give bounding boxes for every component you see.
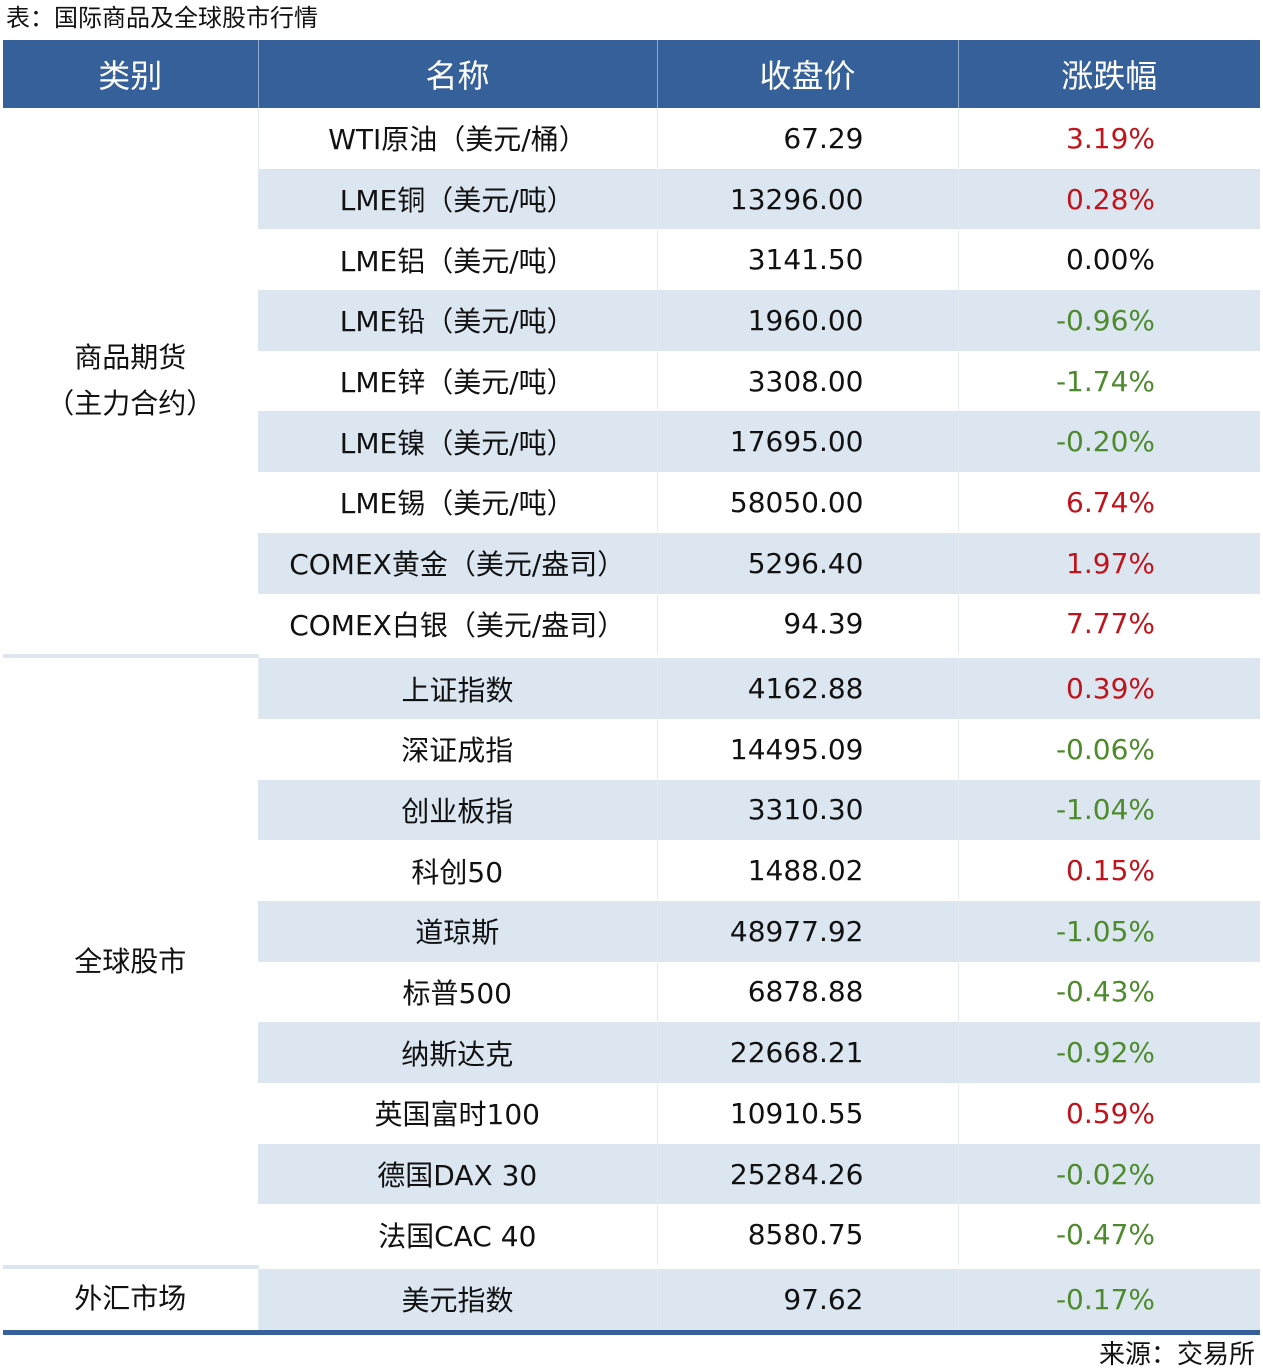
name-cell: LME铝（美元/吨） [339,244,575,278]
header-row: 类别 名称 收盘价 涨跌幅 [3,40,1260,108]
table-row: COMEX黄金（美元/盎司） 5296.40 1.97% [3,532,1260,594]
separator-cell [257,1265,1260,1270]
close-price-cell: 48977.92 [656,900,958,962]
close-price-cell: 25284.26 [656,1143,958,1205]
group-separator [3,654,1260,659]
name-cell: LME铅（美元/吨） [258,290,657,351]
table-row: LME铝（美元/吨） 3141.50 0.00% [3,229,1260,291]
category-cell: 商品期货 （主力合约） [3,108,258,655]
separator-cell [3,654,258,659]
source-note: 来源：交易所 [1098,1340,1255,1370]
change-cell: -0.92% [957,1022,1260,1083]
header-name: 名称 [257,40,657,108]
change-cell: 1.97% [957,532,1260,594]
table-row: LME铅（美元/吨） 1960.00 -0.96% [3,290,1260,351]
change-cell: 3.19% [957,108,1260,169]
market-table: 类别 名称 收盘价 涨跌幅 商品期货 （主力合约） WTI原油（美元/桶） 67.2… [3,40,1260,1330]
close-price-cell: 67.29 [656,108,958,169]
close-price-cell: 14495.09 [656,718,958,780]
change-cell: 0.15% [957,840,1260,901]
table-row: COMEX白银（美元/盎司） 94.39 7.77% [3,593,1260,655]
table-row: 全球股市 上证指数 4162.88 0.39% [3,658,1260,1266]
close-price-cell: 58050.00 [656,472,958,533]
close-price-cell: 94.39 [656,593,958,655]
table-row: 创业板指 3310.30 -1.04% [3,779,1260,841]
change-cell: 0.59% [957,1083,1260,1144]
change-cell: -0.17% [957,1269,1260,1330]
change-cell: 0.39% [957,658,1260,719]
name-cell: 科创50 [411,855,504,889]
header-change: 涨跌幅 [957,40,1260,108]
close-price-cell: 22668.21 [656,1022,958,1083]
table-row: 标普500 6878.88 -0.43% [3,961,1260,1023]
close-price-cell: 17695.00 [656,411,958,473]
change-cell: -0.96% [957,290,1260,351]
change-cell: -0.43% [957,961,1260,1023]
close-price-cell: 97.62 [656,1269,958,1330]
header-close: 收盘价 [656,40,958,108]
close-price-cell: 3308.00 [656,350,958,412]
change-cell: -1.05% [957,900,1260,962]
name-cell: LME锌（美元/吨） [339,366,575,400]
name-cell: LME锡（美元/吨） [339,487,575,521]
header-category: 类别 [3,40,258,108]
category-cell: 全球股市 [3,658,258,1266]
name-cell: 标普500 [402,976,512,1010]
table-row: 深证成指 14495.09 -0.06% [3,718,1260,780]
close-price-cell: 6878.88 [656,961,958,1023]
table-row: 德国DAX 30 25284.26 -0.02% [3,1143,1260,1205]
close-price-cell: 10910.55 [656,1083,958,1144]
bottom-rule [3,1330,1260,1335]
name-cell: 上证指数 [257,658,657,719]
change-cell: 7.77% [957,593,1260,655]
name-cell: 深证成指 [401,734,514,768]
change-cell: -0.47% [957,1204,1260,1266]
change-cell: -0.02% [957,1143,1260,1205]
change-cell: 6.74% [957,472,1260,533]
change-cell: -1.74% [957,350,1260,412]
name-cell: COMEX黄金（美元/盎司） [258,532,657,594]
name-cell: LME镍（美元/吨） [258,411,657,473]
separator-cell [3,1265,258,1270]
name-cell: 美元指数 [257,1269,657,1330]
table-row: LME锌（美元/吨） 3308.00 -1.74% [3,350,1260,412]
change-cell: -0.20% [957,411,1260,473]
change-cell: -1.04% [957,779,1260,841]
name-cell: 创业板指 [258,779,657,841]
close-price-cell: 5296.40 [656,532,958,594]
change-cell: -0.06% [957,718,1260,780]
close-price-cell: 13296.00 [656,168,958,230]
group-separator [3,1265,1260,1270]
name-cell: 德国DAX 30 [258,1143,657,1205]
close-price-cell: 8580.75 [656,1204,958,1266]
table-row: LME镍（美元/吨） 17695.00 -0.20% [3,411,1260,473]
table-row: 纳斯达克 22668.21 -0.92% [3,1022,1260,1083]
close-price-cell: 4162.88 [656,658,958,719]
table-row: 英国富时100 10910.55 0.59% [3,1083,1260,1144]
table-row: 道琼斯 48977.92 -1.05% [3,900,1260,962]
table-row: 外汇市场 美元指数 97.62 -0.17% [3,1269,1260,1330]
change-cell: 0.00% [957,229,1260,291]
change-cell: 0.28% [957,168,1260,230]
table-row: LME铜（美元/吨） 13296.00 0.28% [3,168,1260,230]
close-price-cell: 3310.30 [656,779,958,841]
table-row: 法国CAC 40 8580.75 -0.47% [3,1204,1260,1266]
table-caption: 表：国际商品及全球股市行情 [6,4,318,32]
name-cell: LME铜（美元/吨） [258,168,657,230]
close-price-cell: 3141.50 [656,229,958,291]
table-row: 商品期货 （主力合约） WTI原油（美元/桶） 67.29 3.19% [3,108,1260,655]
table-row: LME锡（美元/吨） 58050.00 6.74% [3,472,1260,533]
name-cell: COMEX白银（美元/盎司） [289,608,626,642]
close-price-cell: 1488.02 [656,840,958,901]
name-cell: 英国富时100 [374,1098,540,1132]
name-cell: 法国CAC 40 [378,1219,537,1253]
name-cell: 道琼斯 [258,900,657,962]
name-cell: 纳斯达克 [258,1022,657,1083]
category-cell: 外汇市场 [3,1269,258,1330]
name-cell: WTI原油（美元/桶） [257,108,657,169]
table-row: 科创50 1488.02 0.15% [3,840,1260,901]
separator-cell [257,654,1260,659]
close-price-cell: 1960.00 [656,290,958,351]
